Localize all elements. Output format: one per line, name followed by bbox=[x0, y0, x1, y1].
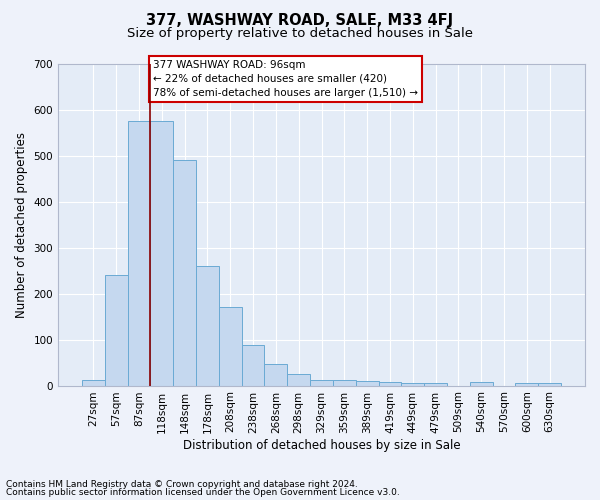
X-axis label: Distribution of detached houses by size in Sale: Distribution of detached houses by size … bbox=[183, 440, 460, 452]
Bar bbox=[242, 345, 265, 386]
Bar bbox=[333, 380, 356, 386]
Bar bbox=[196, 266, 219, 386]
Bar bbox=[128, 122, 151, 386]
Bar bbox=[219, 308, 242, 386]
Bar bbox=[151, 122, 173, 386]
Text: Size of property relative to detached houses in Sale: Size of property relative to detached ho… bbox=[127, 28, 473, 40]
Text: 377 WASHWAY ROAD: 96sqm
← 22% of detached houses are smaller (420)
78% of semi-d: 377 WASHWAY ROAD: 96sqm ← 22% of detache… bbox=[153, 60, 418, 98]
Bar bbox=[310, 380, 333, 386]
Bar bbox=[424, 384, 447, 386]
Text: Contains HM Land Registry data © Crown copyright and database right 2024.: Contains HM Land Registry data © Crown c… bbox=[6, 480, 358, 489]
Text: Contains public sector information licensed under the Open Government Licence v3: Contains public sector information licen… bbox=[6, 488, 400, 497]
Bar bbox=[401, 384, 424, 386]
Bar bbox=[538, 384, 561, 386]
Bar bbox=[379, 382, 401, 386]
Bar bbox=[105, 276, 128, 386]
Bar bbox=[82, 380, 105, 386]
Text: 377, WASHWAY ROAD, SALE, M33 4FJ: 377, WASHWAY ROAD, SALE, M33 4FJ bbox=[146, 12, 454, 28]
Bar bbox=[265, 364, 287, 386]
Bar bbox=[287, 374, 310, 386]
Bar bbox=[470, 382, 493, 386]
Bar bbox=[173, 160, 196, 386]
Bar bbox=[356, 381, 379, 386]
Bar bbox=[515, 384, 538, 386]
Y-axis label: Number of detached properties: Number of detached properties bbox=[15, 132, 28, 318]
